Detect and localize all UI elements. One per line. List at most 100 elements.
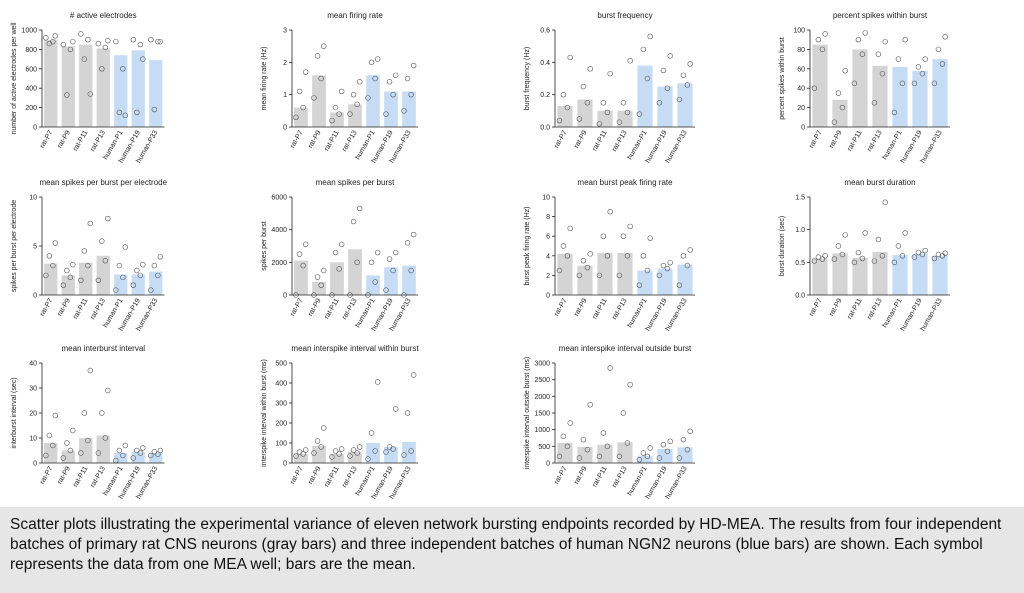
- data-point: [835, 90, 842, 96]
- x-tick-label: rat-P13: [89, 297, 107, 320]
- data-point: [822, 253, 828, 259]
- data-point: [95, 450, 102, 456]
- data-point: [392, 406, 399, 412]
- data-point: [624, 109, 631, 116]
- y-axis-label: interspike interval within burst (ms): [261, 359, 268, 467]
- data-point: [871, 100, 878, 106]
- y-tick-label: 0: [33, 125, 37, 132]
- y-tick-label: 300: [275, 401, 287, 408]
- data-point: [85, 36, 91, 43]
- data-point: [157, 254, 164, 260]
- bar: [657, 268, 673, 295]
- y-axis-label: interspike interval outside burst (ms): [524, 357, 531, 469]
- y-tick-label: 0: [283, 125, 287, 132]
- data-point: [120, 66, 126, 72]
- y-tick-label: 40: [797, 86, 805, 93]
- x-tick-label: rat-P9: [828, 129, 844, 149]
- x-tick-label: rat-P13: [866, 297, 884, 320]
- bar: [402, 91, 416, 127]
- data-point: [560, 243, 567, 249]
- x-tick-label: rat-P7: [289, 297, 305, 317]
- data-point: [664, 448, 671, 455]
- data-point: [680, 72, 687, 78]
- data-point: [320, 425, 327, 431]
- data-point: [130, 455, 137, 461]
- data-point: [871, 258, 878, 264]
- data-point: [102, 435, 109, 441]
- bar: [44, 443, 58, 463]
- data-point: [647, 445, 653, 451]
- bar: [912, 70, 928, 127]
- x-tick-label: rat-P11: [323, 465, 340, 488]
- data-point: [46, 432, 53, 439]
- bar: [557, 105, 573, 127]
- data-point: [320, 267, 327, 274]
- bar: [617, 252, 633, 295]
- data-point: [620, 410, 627, 416]
- data-point: [354, 259, 360, 266]
- data-point: [151, 262, 158, 269]
- data-point: [372, 75, 378, 82]
- data-point: [616, 272, 623, 279]
- data-point: [350, 218, 357, 225]
- data-point: [410, 372, 417, 378]
- data-point: [624, 253, 631, 259]
- data-point: [99, 66, 105, 72]
- x-tick-label: rat-P11: [323, 129, 340, 152]
- data-point: [314, 438, 321, 444]
- y-tick-label: 0: [801, 125, 805, 132]
- x-tick-label: human-P33: [665, 297, 689, 332]
- data-point: [404, 75, 411, 82]
- x-tick-label: rat-P7: [808, 297, 824, 317]
- data-point: [408, 91, 414, 98]
- data-point: [891, 259, 898, 266]
- data-point: [50, 442, 56, 449]
- bar: [577, 99, 593, 127]
- data-point: [660, 441, 667, 448]
- y-tick-label: 800: [25, 47, 37, 54]
- bar: [114, 55, 128, 127]
- bar: [832, 253, 848, 295]
- bar: [872, 65, 888, 127]
- data-point: [368, 430, 375, 436]
- data-point: [410, 231, 417, 238]
- y-tick-label: 80: [797, 47, 805, 54]
- x-tick-label: human-P33: [920, 129, 944, 164]
- data-point: [576, 272, 583, 279]
- data-point: [350, 91, 357, 98]
- data-point: [137, 272, 144, 279]
- data-point: [616, 453, 623, 460]
- y-tick-label: 6000: [271, 195, 287, 202]
- bar: [79, 44, 93, 127]
- data-point: [99, 238, 105, 244]
- data-point: [102, 258, 109, 264]
- data-point: [684, 446, 691, 453]
- data-point: [50, 262, 56, 269]
- bar: [114, 453, 128, 463]
- data-point: [95, 40, 102, 47]
- chart-title: # active electrodes: [70, 11, 137, 20]
- x-tick-label: rat-P7: [39, 465, 55, 485]
- data-point: [113, 38, 119, 45]
- x-tick-label: human-P1: [882, 129, 904, 161]
- data-point: [604, 443, 611, 450]
- data-point: [383, 111, 389, 117]
- data-point: [148, 36, 154, 43]
- bar: [597, 444, 613, 463]
- bar: [61, 275, 75, 295]
- data-point: [332, 448, 339, 454]
- data-point: [576, 455, 583, 461]
- y-tick-label: 10: [542, 195, 550, 202]
- data-point: [401, 108, 407, 114]
- chart-title: mean burst duration: [844, 178, 915, 187]
- bar: [366, 275, 380, 295]
- data-point: [52, 33, 58, 39]
- data-point: [130, 282, 137, 288]
- data-point: [329, 117, 335, 124]
- data-point: [584, 264, 591, 271]
- data-point: [939, 61, 946, 67]
- data-point: [372, 279, 378, 285]
- data-point: [67, 274, 74, 281]
- x-tick-label: rat-P11: [72, 465, 89, 488]
- data-point: [560, 91, 567, 98]
